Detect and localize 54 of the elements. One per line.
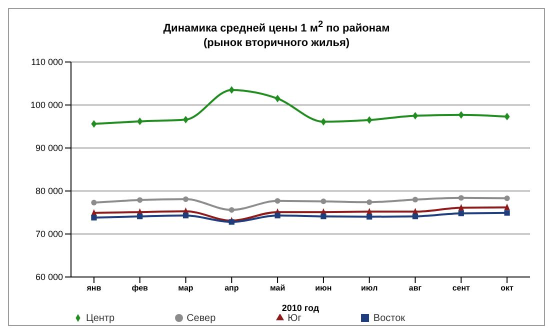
point: [504, 210, 510, 216]
point: [458, 204, 464, 210]
point: [182, 115, 189, 124]
point: [458, 210, 464, 216]
point: [137, 213, 143, 219]
point: [137, 117, 143, 125]
chart-title: Динамика средней цены 1 м$^{2}$ по районам: [162, 18, 391, 36]
y-tick-label: 100 000: [30, 100, 63, 110]
x-tick-label: фев: [132, 283, 148, 292]
point: [228, 86, 234, 94]
point: [91, 199, 97, 206]
y-tick-label: 60 000: [35, 272, 63, 282]
chart-subtitle: (рынок вторичного жилья): [202, 36, 351, 50]
y-tick-label: 90 000: [35, 142, 63, 153]
x-tick-label: май: [270, 283, 286, 292]
point: [366, 116, 372, 124]
point: [320, 198, 326, 204]
point: [274, 212, 280, 218]
y-tick-label: 110 000: [31, 56, 63, 67]
x-tick-label: сент: [452, 283, 470, 292]
y-tick-label: 70 000: [35, 228, 63, 239]
point: [458, 194, 464, 200]
legend-label: Юг: [288, 312, 302, 324]
y-tick-label: 80 000: [35, 186, 63, 196]
point: [320, 213, 326, 219]
x-tick-label: июл: [361, 283, 378, 292]
point: [320, 118, 326, 126]
x-axis-title: 2010 год: [282, 302, 320, 313]
x-tick-label: апр: [224, 283, 239, 292]
x-tick-label: авг: [408, 283, 422, 292]
point: [91, 214, 97, 220]
legend-label: Центр: [86, 312, 115, 324]
point: [458, 110, 464, 118]
legend-label: Восток: [373, 312, 406, 324]
point: [182, 212, 189, 218]
point: [91, 120, 97, 128]
x-tick-label: янв: [86, 283, 102, 292]
point: [366, 214, 372, 220]
point: [504, 112, 510, 120]
point: [412, 196, 418, 202]
x-tick-label: июн: [315, 283, 332, 292]
x-tick-label: мар: [178, 283, 194, 292]
point: [228, 206, 234, 212]
point: [504, 195, 510, 201]
point: [366, 199, 372, 205]
point: [504, 203, 510, 210]
x-tick-label: окт: [500, 283, 514, 292]
point: [274, 94, 280, 102]
point: [137, 196, 143, 202]
point: [412, 213, 418, 219]
legend-label: Север: [186, 312, 216, 324]
point: [412, 112, 418, 120]
point: [274, 198, 280, 204]
point: [182, 196, 189, 202]
